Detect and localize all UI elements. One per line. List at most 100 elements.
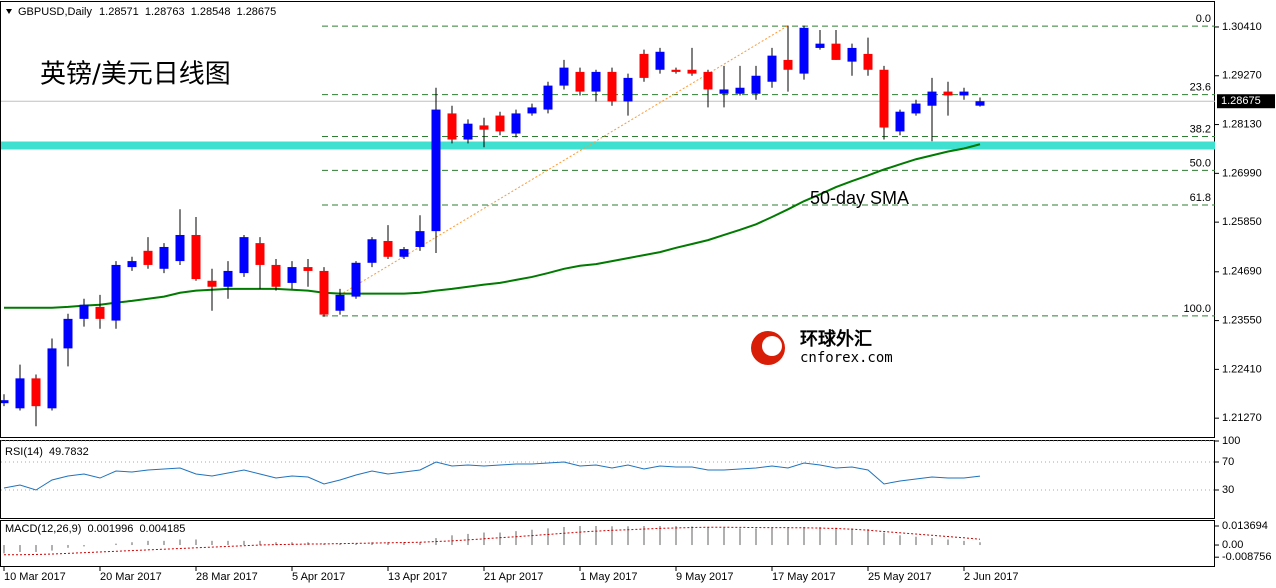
candle-body <box>815 43 825 48</box>
rsi-header: RSI(14) 49.7832 <box>5 446 89 458</box>
x-tick-label: 9 May 2017 <box>676 571 733 583</box>
candle-body <box>95 306 105 319</box>
macd-bar <box>739 528 741 546</box>
macd-bar <box>659 526 661 546</box>
x-tick-label: 20 Mar 2017 <box>100 571 162 583</box>
macd-bar <box>947 539 949 546</box>
candle-body <box>719 89 729 94</box>
macd-bar <box>355 543 357 546</box>
candle-body <box>879 69 889 128</box>
candle-body <box>767 55 777 82</box>
macd-bar <box>851 528 853 546</box>
candle-body <box>911 103 921 114</box>
macd-bar <box>259 540 261 546</box>
candle-body <box>927 91 937 106</box>
macd-bar <box>275 542 277 546</box>
candle-body <box>1 400 9 404</box>
macd-bar <box>915 536 917 546</box>
candle-body <box>575 71 585 92</box>
macd-bar <box>499 532 501 546</box>
rsi-last: 49.7832 <box>49 446 89 458</box>
header: GBPUSD,Daily 1.28571 1.28763 1.28548 1.2… <box>18 6 276 18</box>
candle-body <box>863 53 873 70</box>
y-tick-label: 1.28130 <box>1222 118 1262 130</box>
macd-bar <box>883 532 885 546</box>
y-tick-label: 1.25850 <box>1222 216 1262 228</box>
macd-last: 0.001996 <box>87 523 133 535</box>
macd-bar <box>595 526 597 546</box>
candle-body <box>543 85 553 110</box>
logo-inner <box>762 336 782 356</box>
macd-bar <box>707 526 709 546</box>
candle-body <box>591 71 601 92</box>
candle-body <box>607 71 617 102</box>
candle-body <box>783 59 793 70</box>
macd-bar <box>243 540 245 546</box>
x-tick-label: 21 Apr 2017 <box>484 571 543 583</box>
y-tick-label: 1.29270 <box>1222 70 1262 82</box>
main-panel <box>0 1 1215 438</box>
candle-body <box>143 250 153 265</box>
macd-bar <box>51 545 53 551</box>
logo-en: cnforex.com <box>800 350 893 366</box>
candle-body <box>287 267 297 283</box>
macd-bar <box>899 535 901 546</box>
candle-body <box>335 294 345 311</box>
macd-bar <box>371 542 373 546</box>
fib-label: 50.0 <box>1190 157 1211 169</box>
macd-bar <box>515 531 517 546</box>
sma-annotation: 50-day SMA <box>810 188 909 208</box>
macd-bar <box>803 526 805 546</box>
macd-bar <box>211 540 213 546</box>
candle-body <box>447 113 457 140</box>
macd-bar <box>563 526 565 546</box>
candle-body <box>271 264 281 287</box>
candle-body <box>511 113 521 134</box>
candle-body <box>47 348 57 409</box>
candle-body <box>319 270 329 315</box>
macd-bar <box>419 542 421 546</box>
macd-bar <box>787 527 789 546</box>
candle-body <box>79 304 89 319</box>
fib-label: 0.0 <box>1196 13 1211 25</box>
candle-body <box>527 107 537 114</box>
candle-body <box>399 249 409 257</box>
candle-body <box>351 262 361 297</box>
candle-body <box>495 115 505 132</box>
macd-bar <box>979 542 981 546</box>
candle-body <box>831 43 841 60</box>
candle-body <box>751 75 761 94</box>
candle-body <box>463 123 473 140</box>
y-tick-label: 100 <box>1222 435 1240 447</box>
y-tick-label: 0.00 <box>1222 539 1243 551</box>
trendline <box>339 25 789 296</box>
candle-body <box>735 87 745 94</box>
candle-body <box>255 243 265 265</box>
macd-bar <box>163 540 165 546</box>
candle-body <box>671 69 681 72</box>
candle-body <box>431 109 441 232</box>
candle-body <box>15 378 25 409</box>
candle-body <box>223 270 233 287</box>
signal-line <box>4 526 981 556</box>
macd-bar <box>3 545 5 554</box>
symbol-icon <box>6 9 12 14</box>
price-tag <box>1217 94 1275 109</box>
candle-body <box>959 91 969 96</box>
macd-bar <box>67 545 69 548</box>
candle-body <box>303 267 313 271</box>
candle-body <box>975 101 985 106</box>
macd-bar <box>35 545 37 552</box>
watermark: 环球外汇 cnforex.com <box>751 328 893 366</box>
fib-label: 38.2 <box>1190 123 1211 135</box>
y-tick-label: 30 <box>1222 484 1234 496</box>
sma-line <box>4 143 981 309</box>
candle-body <box>367 239 377 263</box>
macd-bar <box>451 535 453 546</box>
candle-body <box>175 234 185 262</box>
signal-last: 0.004185 <box>139 523 185 535</box>
candle-body <box>159 246 169 269</box>
y-tick-label: 1.23550 <box>1222 314 1262 326</box>
candle-body <box>127 261 137 268</box>
